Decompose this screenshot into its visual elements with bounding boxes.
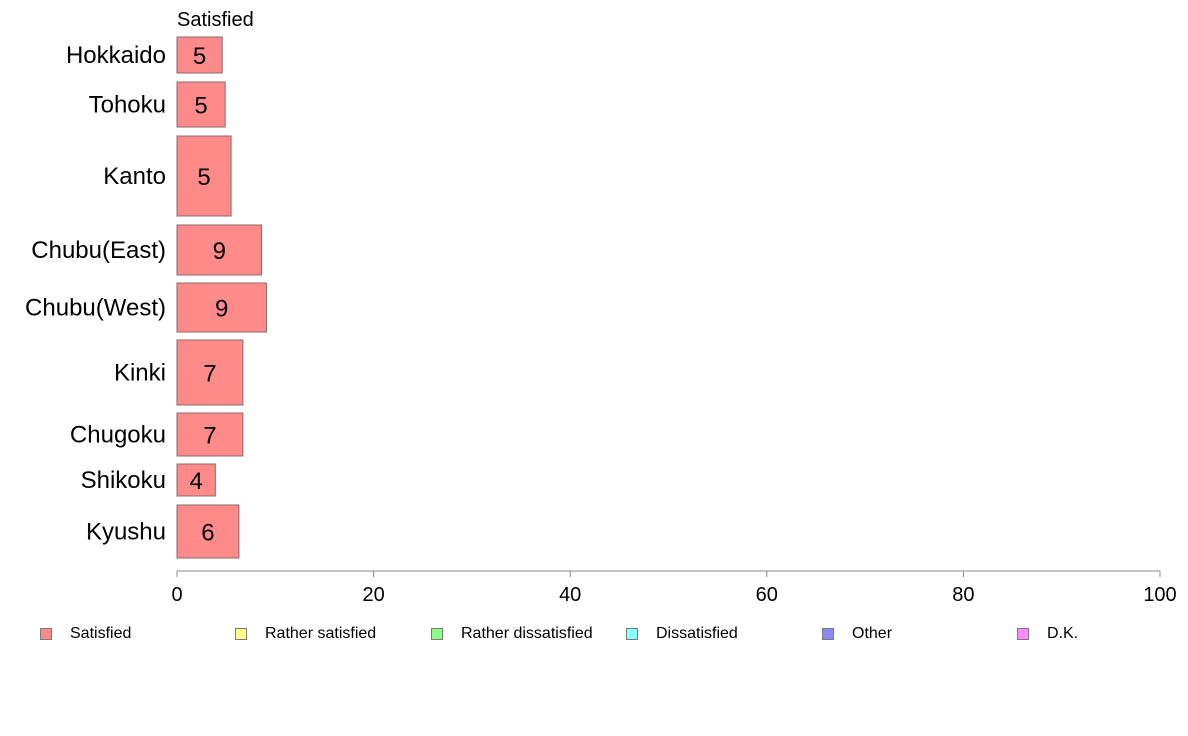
category-labels-group: Hokkaido Tohoku Kanto Chubu(East) Chubu(West… [25,42,166,546]
data-label: 9 [213,238,226,265]
x-tick-label: 60 [756,584,778,606]
data-label: 5 [197,164,210,191]
legend-label: Dissatisfied [656,625,738,642]
data-label: 7 [203,361,216,388]
bar [176,463,216,497]
category-label: Hokkaido [66,42,166,69]
bar [176,339,244,406]
category-label: Chubu(East) [31,237,166,264]
data-label: 9 [215,296,228,323]
legend-label: D.K. [1047,625,1079,642]
x-tick-label: 80 [952,584,974,606]
category-label: Chugoku [70,422,166,449]
bar [176,135,232,217]
category-label: Chubu(West) [25,295,166,322]
legend-item: Satisfied [40,624,131,644]
x-tick-label: 40 [559,584,581,606]
data-label: 6 [201,520,214,547]
legend-item: Other [822,624,892,644]
legend-item: Rather dissatisfied [431,624,593,644]
legend-item: Dissatisfied [626,624,738,644]
legend-swatch [1017,628,1029,640]
x-tick-label: 0 [171,584,182,606]
bar [176,412,244,457]
x-tick-label: 100 [1143,584,1176,606]
bar [176,36,223,74]
data-label: 5 [193,43,206,70]
legend-label: Rather dissatisfied [461,625,593,642]
category-label: Kyushu [86,519,166,546]
category-label: Tohoku [89,92,166,119]
data-label: 4 [189,468,202,495]
x-tick-label: 20 [362,584,384,606]
bar [176,504,240,559]
legend-item: Rather satisfied [235,624,376,644]
category-label: Kinki [114,360,166,387]
series-header-label: Satisfied [177,9,254,31]
legend-label: Rather satisfied [265,625,377,642]
x-axis: 0 20 40 60 80 100 [171,570,1177,606]
legend-item: D.K. [1017,624,1078,644]
legend-swatch [40,628,52,640]
category-label: Shikoku [81,467,166,494]
data-label: 7 [203,423,216,450]
data-label: 5 [194,93,207,120]
bar [176,81,226,128]
bar [176,224,263,276]
legend: Satisfied Rather satisfied Rather dissatis… [0,624,1188,648]
legend-swatch [431,628,443,640]
legend-swatch [822,628,834,640]
legend-swatch [626,628,638,640]
legend-label: Satisfied [70,625,132,642]
legend-label: Other [852,625,893,642]
legend-swatch [235,628,247,640]
category-label: Kanto [103,163,166,190]
bar [176,282,267,333]
